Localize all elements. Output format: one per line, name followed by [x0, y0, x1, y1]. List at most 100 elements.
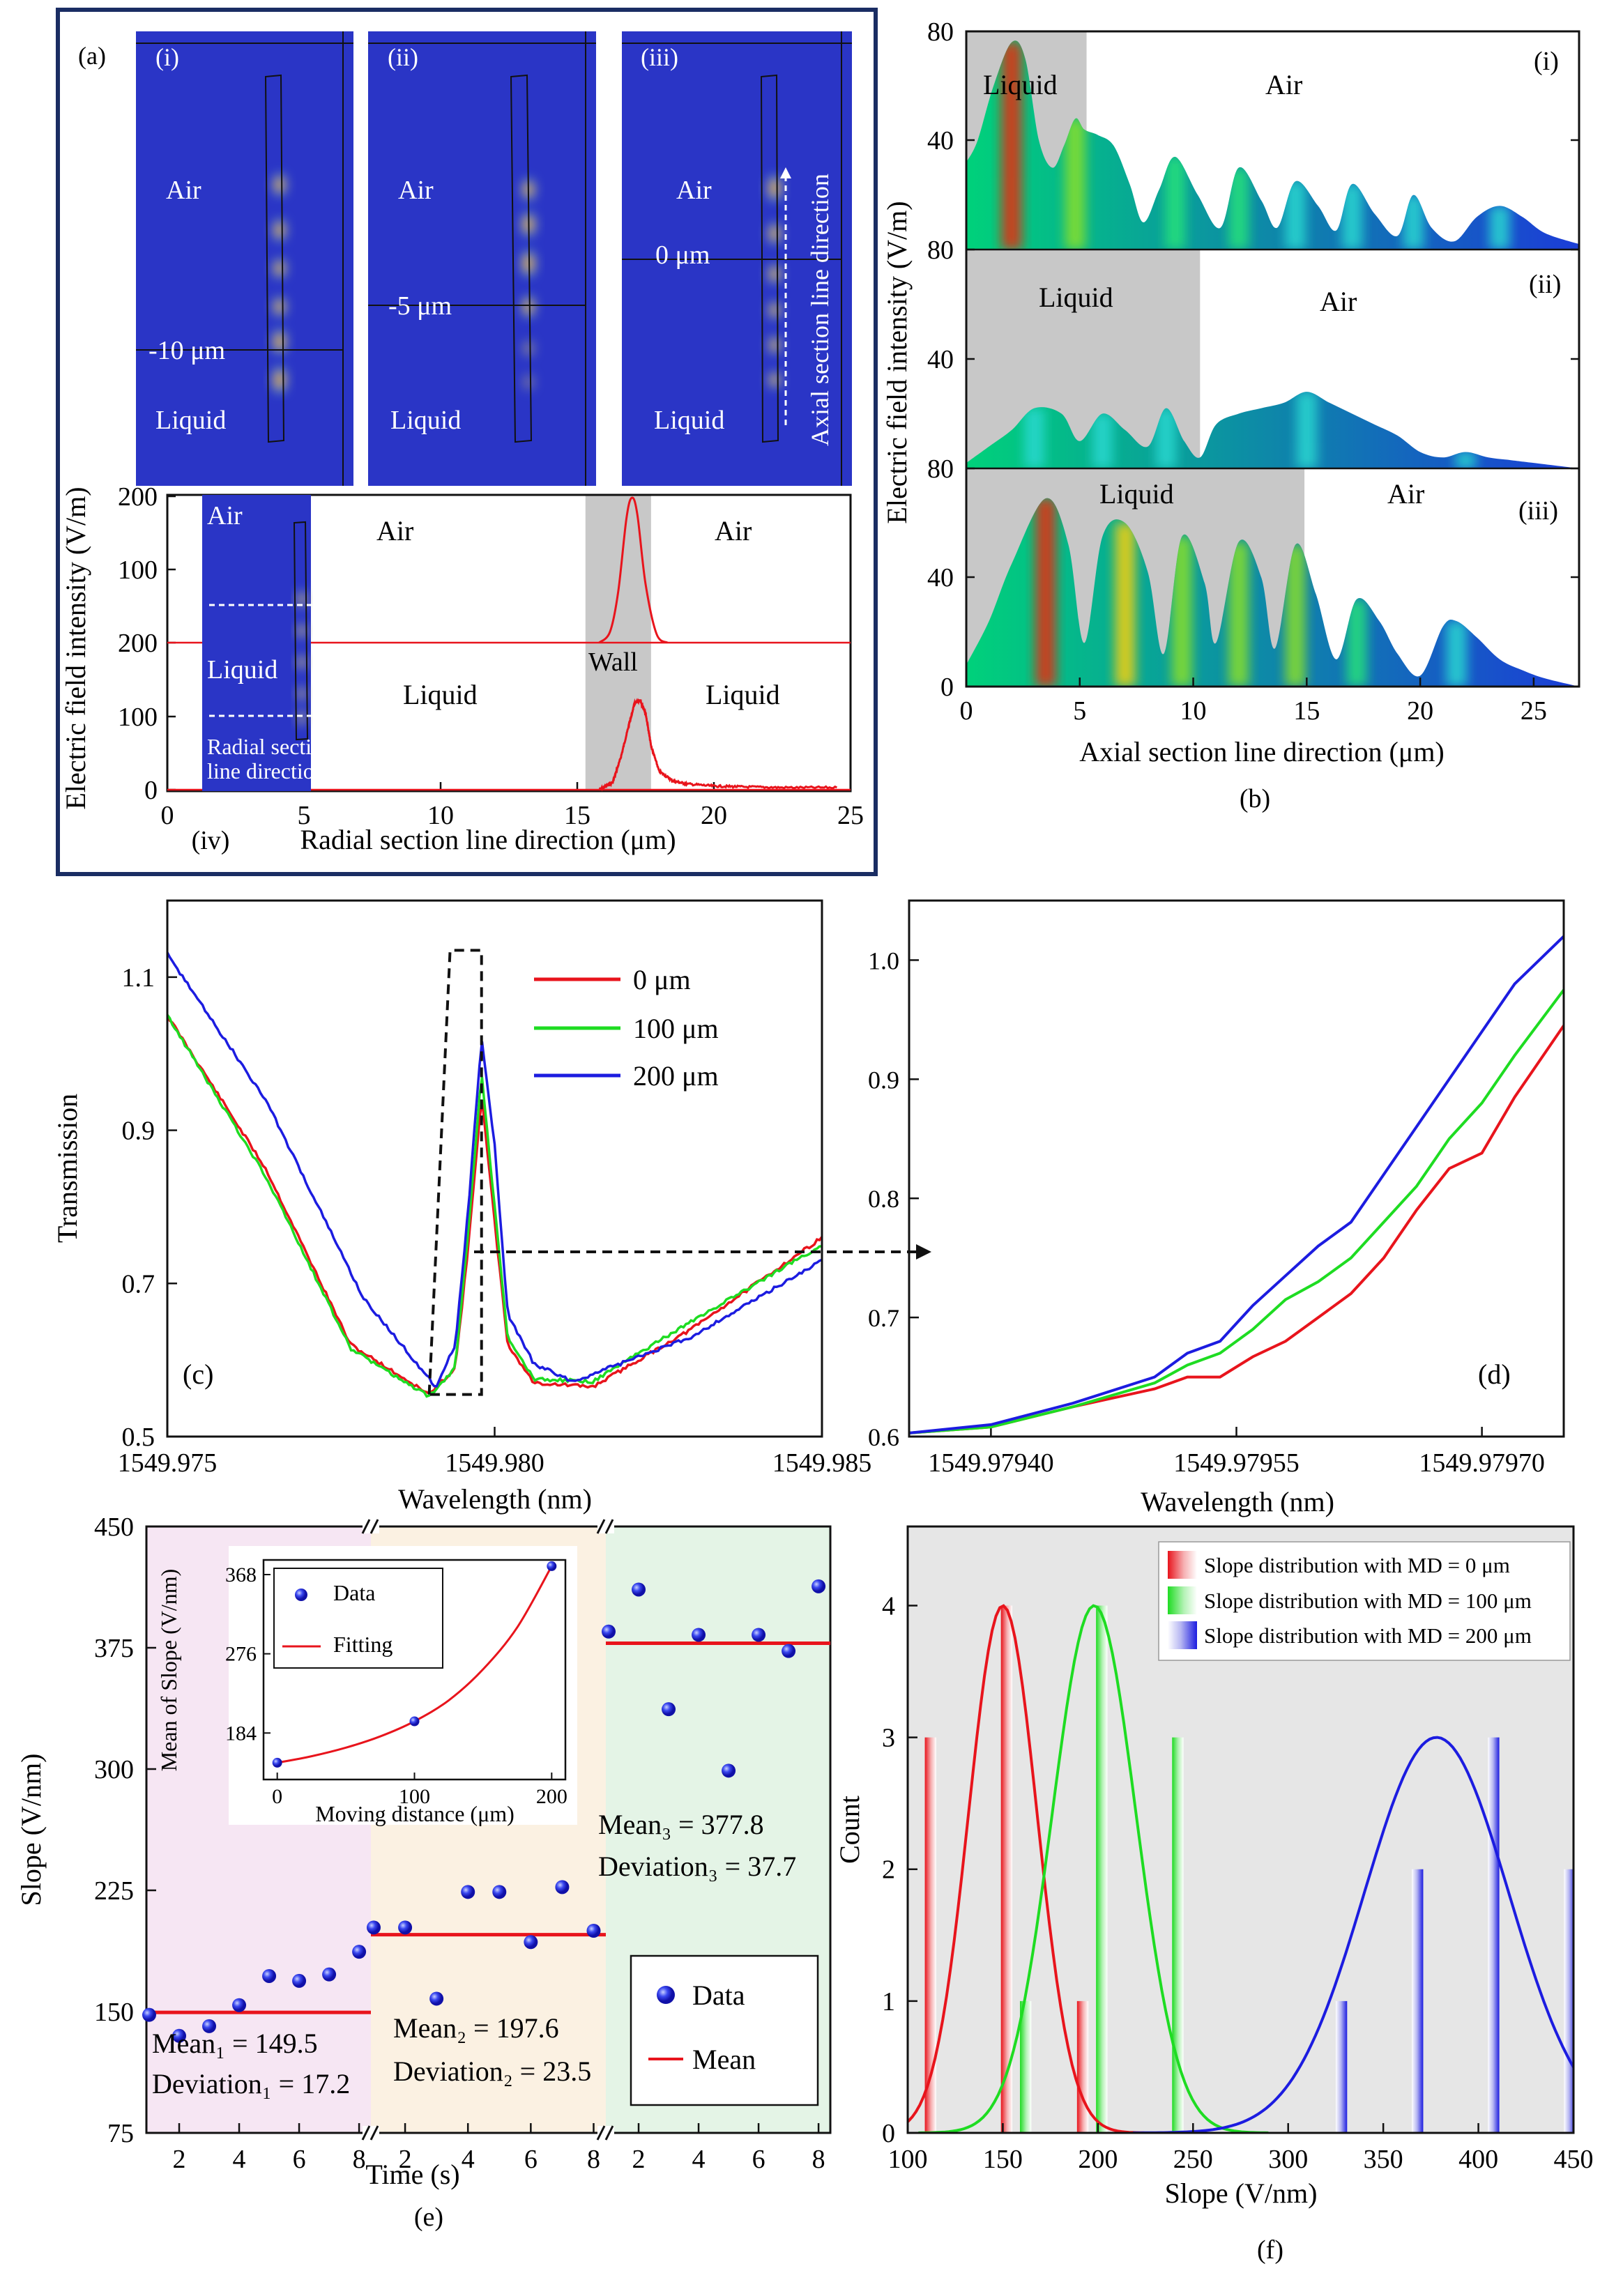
peak-band: [1455, 452, 1476, 468]
x-tick-label: 200: [1078, 2145, 1118, 2174]
mean-1-label: Mean₁ = 149.5: [152, 2028, 318, 2059]
deviation-2-label: Deviation₂ = 23.5: [393, 2056, 591, 2087]
peak-band: [1296, 392, 1317, 468]
x-axis-label: Radial section line direction (μm): [300, 824, 676, 855]
b-i-air-label: Air: [1265, 69, 1302, 100]
legend-box: [1158, 1541, 1571, 1661]
b-iii-liquid-label: Liquid: [1099, 478, 1174, 510]
field-map-ii: (ii) Air -5 μm Liquid: [368, 31, 596, 486]
y-tick-label: 300: [94, 1755, 134, 1784]
histogram-bar: [1096, 1605, 1108, 2133]
map-position-label: -10 μm: [148, 336, 225, 365]
x-tick-label: 15: [1293, 696, 1320, 726]
zoom-line-200m: [909, 935, 1564, 1434]
x-tick-label: 4: [692, 2145, 706, 2174]
y-tick-label: 0.7: [868, 1304, 899, 1332]
map-liquid-label: Liquid: [155, 406, 226, 435]
data-point: [632, 1582, 646, 1597]
x-axis-label: Axial section line direction (μm): [1079, 736, 1445, 767]
legend-label: Slope distribution with MD = 200 μm: [1204, 1623, 1532, 1648]
x-tick-label: 6: [752, 2145, 765, 2174]
data-point: [262, 1968, 277, 1983]
map-position-label: 0 μm: [655, 240, 710, 270]
legend: Data Mean: [630, 1954, 819, 2106]
zoom-line-100m: [909, 989, 1564, 1434]
data-point: [812, 1579, 826, 1593]
fiber-outline: [760, 74, 779, 443]
data-point: [722, 1763, 736, 1778]
inset-x-tick-label: 100: [399, 1785, 430, 1808]
mean-3-label: Mean₃ = 377.8: [598, 1809, 764, 1840]
panel-f-letter: (f): [1257, 2235, 1283, 2265]
b-i-liquid-label: Liquid: [983, 69, 1058, 100]
map-roman: (ii): [388, 43, 418, 71]
inset-y-axis-label: Mean of Slope (V/nm): [156, 1569, 181, 1772]
bottom-left-liquid-label: Liquid: [403, 679, 478, 710]
x-tick-label: 1549.980: [445, 1448, 544, 1478]
y-tick-label: 40: [927, 126, 954, 155]
b-iii-roman: (iii): [1518, 496, 1558, 526]
inset-map: [202, 495, 311, 791]
deviation-1-label: Deviation₁ = 17.2: [152, 2068, 350, 2099]
legend-label: Slope distribution with MD = 0 μm: [1204, 1553, 1510, 1577]
x-tick-label: 2: [632, 2145, 646, 2174]
data-point: [524, 1935, 538, 1950]
intensity-area: [966, 392, 1579, 468]
legend-label: 100 μm: [633, 1013, 719, 1044]
x-tick-label: 400: [1458, 2145, 1498, 2174]
y-tick-label: 1.0: [868, 947, 899, 974]
x-tick-label: 1549.97970: [1419, 1448, 1545, 1478]
panel-e: 75 150 225 300 375 450 2 4 6 8 2 4 6 8 2 4 6 8 Mean₁ = 14…: [15, 1513, 832, 2232]
panel-e-letter: (e): [414, 2203, 443, 2232]
y-tick-label: 200: [118, 482, 158, 512]
data-point: [602, 1624, 616, 1639]
peak-band: [1403, 194, 1424, 250]
x-tick-label: 20: [701, 801, 727, 830]
data-point: [461, 1885, 475, 1899]
transmission-line-200m: [167, 951, 822, 1388]
data-point: [586, 1924, 601, 1938]
y-axis-label: Electric field intensity (V/m): [60, 487, 91, 809]
inset-liquid-label: Liquid: [207, 655, 277, 684]
histogram-bar: [1019, 2000, 1032, 2133]
panel-a-letter: (a): [78, 42, 106, 70]
y-tick-label: 2: [882, 1855, 895, 1885]
intensity-hotspots: [1024, 392, 1476, 468]
x-tick-label: 8: [587, 2145, 600, 2174]
bottom-right-liquid-label: Liquid: [706, 679, 780, 710]
x-tick-label: 4: [462, 2145, 475, 2174]
transmission-line-100m: [167, 1013, 822, 1398]
peak-band: [1446, 621, 1467, 687]
x-tick-label: 1549.97955: [1173, 1448, 1300, 1478]
x-tick-label: 1549.975: [118, 1448, 218, 1478]
x-tick-label: 15: [564, 801, 590, 830]
inset-legend-fit-label: Fitting: [333, 1632, 393, 1657]
peak-band: [1001, 42, 1022, 250]
y-tick-label: 450: [94, 1513, 134, 1542]
y-tick-label: 225: [94, 1876, 134, 1906]
top-left-air-label: Air: [376, 515, 413, 546]
histogram-bar: [1564, 1869, 1574, 2133]
inset-data-point: [272, 1757, 282, 1768]
x-axis-label: Wavelength (nm): [1141, 1486, 1334, 1517]
y-tick-label: 3: [882, 1724, 895, 1753]
legend-data-marker: [657, 1986, 675, 2004]
peak-band: [1035, 498, 1056, 687]
legend-mean-label: Mean: [692, 2044, 756, 2075]
air-profile-line: [598, 496, 669, 644]
data-point: [429, 1991, 444, 2006]
x-tick-label: 0: [960, 696, 973, 726]
mean-2-label: Mean₂ = 197.6: [393, 2012, 559, 2044]
axial-profile-1: [966, 31, 1579, 250]
peak-band: [1228, 542, 1249, 687]
y-tick-label: 0.5: [122, 1423, 155, 1452]
legend-swatch: [1168, 1621, 1197, 1649]
gaussian-fit-curve: [908, 1604, 1145, 2133]
peak-band: [1228, 167, 1249, 250]
y-tick-label: 40: [927, 563, 954, 592]
axial-direction-label: Axial section line direction: [806, 174, 834, 446]
inset-fit-curve: [277, 1566, 553, 1764]
field-map-iii: (iii) Air 0 μm Liquid Axial section line…: [622, 31, 852, 486]
histogram-bar: [1488, 1737, 1500, 2133]
y-axis-label: Slope (V/nm): [15, 1754, 47, 1906]
